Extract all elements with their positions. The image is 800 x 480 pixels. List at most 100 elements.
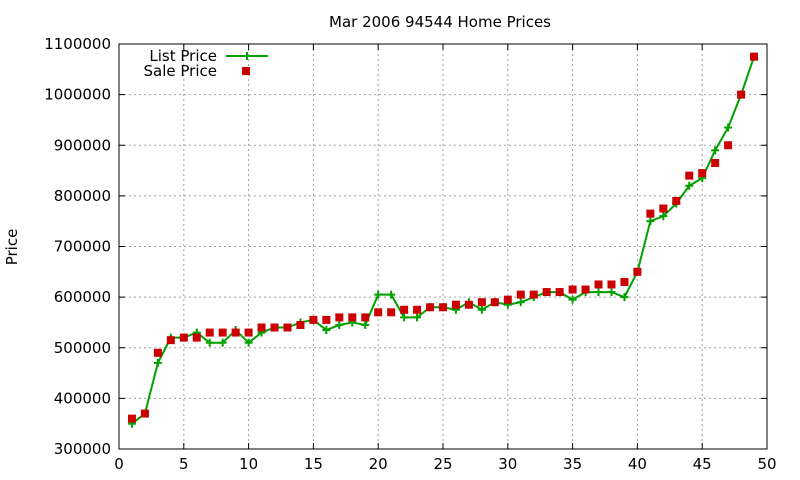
legend: List Price Sale Price [144,47,268,80]
x-tick-label: 30 [498,455,517,473]
point-list-price [620,293,629,302]
point-list-price [594,288,603,297]
point-sale-price [192,333,201,342]
point-sale-price [568,285,577,294]
legend-marker-list-price [243,52,251,60]
point-sale-price [179,333,188,342]
point-sale-price [555,288,564,297]
chart-title: Mar 2006 94544 Home Prices [329,13,551,31]
point-sale-price [659,204,668,213]
point-list-price [659,212,668,221]
point-sale-price [607,280,616,289]
point-sale-price [205,328,214,337]
point-sale-price [283,323,292,332]
x-tick-label: 25 [433,455,452,473]
plot-frame [118,43,768,450]
point-list-price [218,338,227,347]
x-tick-label: 35 [563,455,582,473]
point-sale-price [737,90,746,99]
point-sale-price [724,141,733,150]
point-sale-price [426,303,435,312]
point-sale-price [698,169,707,178]
point-list-price [685,181,694,190]
point-sale-price [685,171,694,180]
point-sale-price [374,308,383,317]
point-list-price [516,298,525,307]
point-sale-price [413,305,422,314]
point-list-price [477,305,486,314]
y-tick-label: 500000 [54,339,111,357]
x-tick-label: 40 [628,455,647,473]
y-tick-label: 800000 [54,187,111,205]
point-sale-price [348,313,357,322]
point-sale-price [387,308,396,317]
legend-marker-sale-price [242,67,250,75]
y-axis-label: Price [3,229,21,266]
point-sale-price [153,348,162,357]
point-sale-price [257,323,266,332]
y-tick-label: 1000000 [44,86,111,104]
y-tick-label: 700000 [54,238,111,256]
point-sale-price [309,315,318,324]
point-list-price [646,217,655,226]
point-sale-price [750,52,759,61]
y-tick-label: 600000 [54,288,111,306]
y-tick-label: 900000 [54,136,111,154]
legend-label-list-price: List Price [149,47,217,65]
point-sale-price [451,300,460,309]
point-list-price [607,288,616,297]
point-sale-price [594,280,603,289]
point-sale-price [516,290,525,299]
x-tick-label: 45 [693,455,712,473]
point-sale-price [490,298,499,307]
point-sale-price [244,328,253,337]
point-sale-price [711,158,720,167]
point-sale-price [166,336,175,345]
point-sale-price [400,305,409,314]
y-tick-label: 300000 [54,440,111,458]
point-list-price [153,358,162,367]
x-tick-label: 0 [114,455,124,473]
point-sale-price [127,414,136,423]
point-list-price [387,290,396,299]
x-tick-label: 50 [757,455,776,473]
series-marks [127,52,759,428]
point-sale-price [672,196,681,205]
point-sale-price [529,290,538,299]
point-sale-price [296,320,305,329]
point-sale-price [633,267,642,276]
point-list-price [205,338,214,347]
point-sale-price [270,323,279,332]
point-list-price [400,313,409,322]
point-sale-price [361,313,370,322]
point-sale-price [218,328,227,337]
x-tick-label: 20 [369,455,388,473]
point-sale-price [322,315,331,324]
point-sale-price [646,209,655,218]
point-list-price [361,320,370,329]
point-list-price [244,338,253,347]
point-sale-price [581,285,590,294]
point-sale-price [620,277,629,286]
point-sale-price [477,298,486,307]
point-list-price [322,326,331,335]
axis-ticks: 300000 400000 500000 600000 700000 800000 9000… [44,35,776,473]
x-tick-label: 10 [239,455,258,473]
legend-label-sale-price: Sale Price [144,62,217,80]
point-sale-price [542,288,551,297]
point-sale-price [439,303,447,312]
point-sale-price [464,300,473,309]
point-list-price [413,313,422,322]
point-sale-price [335,313,344,322]
point-list-price [711,146,720,155]
point-list-price [335,320,344,329]
y-tick-label: 400000 [54,389,111,407]
point-sale-price [231,328,240,337]
point-list-price [568,295,577,304]
grid [119,44,767,449]
x-tick-label: 5 [179,455,189,473]
point-sale-price [140,409,149,418]
point-sale-price [503,295,512,304]
point-list-price [724,123,733,132]
